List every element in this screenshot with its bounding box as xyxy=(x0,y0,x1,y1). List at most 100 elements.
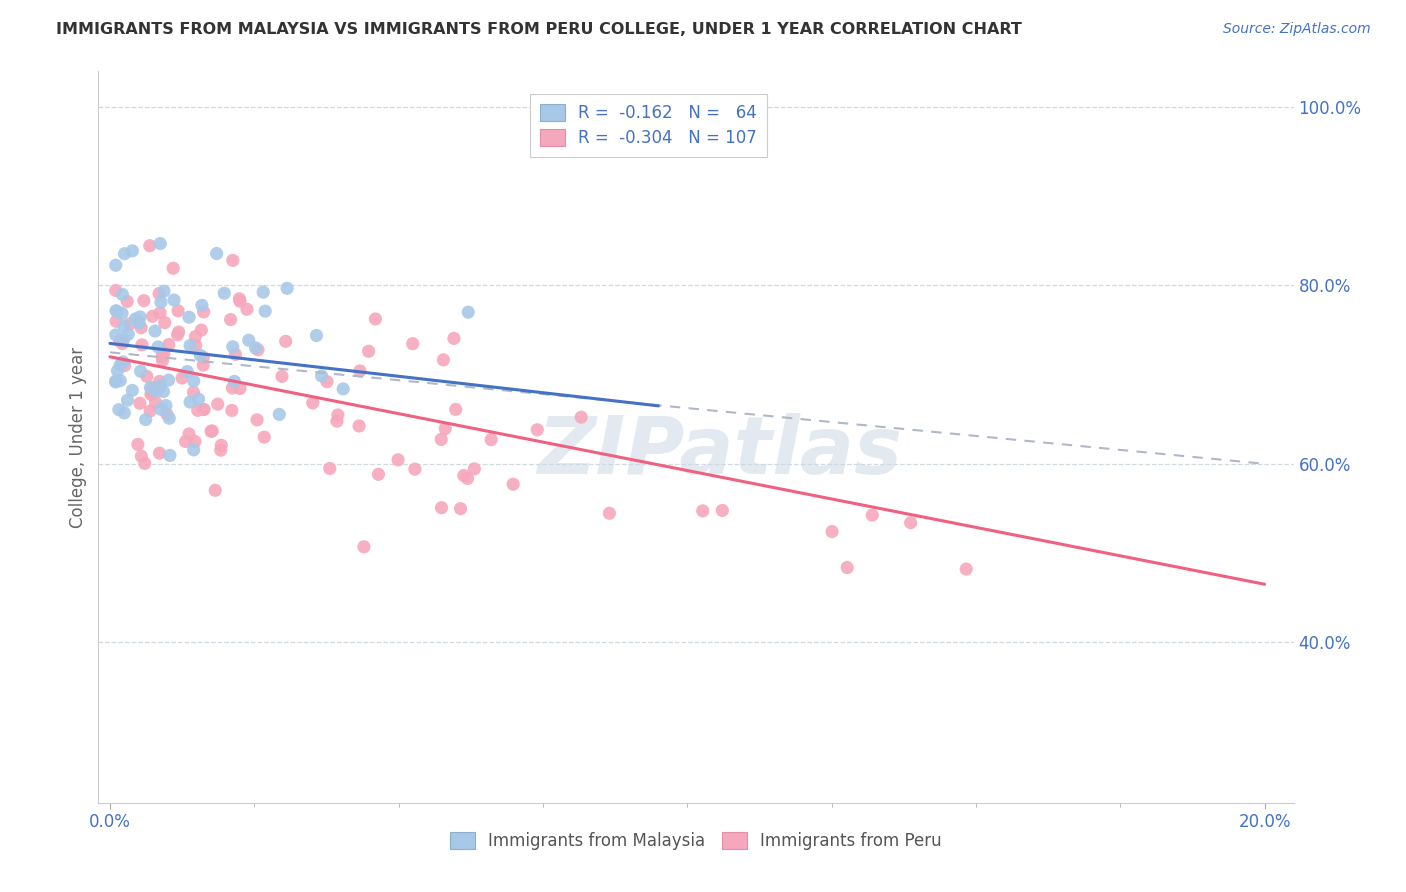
Point xyxy=(184,338,207,352)
Point xyxy=(162,261,184,276)
Point xyxy=(238,333,260,347)
Point xyxy=(108,334,131,349)
Point xyxy=(114,246,136,260)
Point xyxy=(349,364,371,378)
Point xyxy=(276,281,298,295)
Point xyxy=(955,562,977,576)
Point xyxy=(326,408,349,422)
Point xyxy=(157,373,180,387)
Point xyxy=(222,253,245,268)
Point xyxy=(153,284,176,298)
Point xyxy=(183,374,205,388)
Point xyxy=(219,312,242,326)
Point xyxy=(167,303,190,318)
Point xyxy=(246,343,269,357)
Point xyxy=(326,414,349,428)
Point xyxy=(157,411,180,425)
Point xyxy=(236,302,259,317)
Point xyxy=(149,375,172,389)
Point xyxy=(193,402,215,417)
Point xyxy=(150,402,173,417)
Point xyxy=(224,347,246,361)
Point xyxy=(190,348,212,362)
Point xyxy=(229,382,252,396)
Point xyxy=(205,246,228,260)
Point xyxy=(142,381,165,395)
Point xyxy=(176,365,198,379)
Point xyxy=(104,258,127,272)
Point xyxy=(191,298,214,312)
Point xyxy=(209,438,232,452)
Text: IMMIGRANTS FROM MALAYSIA VS IMMIGRANTS FROM PERU COLLEGE, UNDER 1 YEAR CORRELATI: IMMIGRANTS FROM MALAYSIA VS IMMIGRANTS F… xyxy=(56,22,1022,37)
Point xyxy=(252,285,274,300)
Point xyxy=(190,323,212,337)
Point xyxy=(201,424,224,438)
Point xyxy=(110,358,132,372)
Point xyxy=(183,385,205,400)
Point xyxy=(228,292,250,306)
Point xyxy=(357,344,380,359)
Point xyxy=(316,375,339,389)
Point xyxy=(148,446,170,460)
Point xyxy=(141,310,163,324)
Point xyxy=(135,369,157,384)
Point xyxy=(117,327,139,342)
Point xyxy=(143,381,166,395)
Point xyxy=(404,462,426,476)
Point xyxy=(253,430,276,444)
Point xyxy=(167,325,190,339)
Point xyxy=(111,287,134,301)
Point xyxy=(502,477,524,491)
Point xyxy=(152,353,174,368)
Point xyxy=(204,483,226,498)
Point xyxy=(143,324,166,338)
Text: Source: ZipAtlas.com: Source: ZipAtlas.com xyxy=(1223,22,1371,37)
Point xyxy=(274,334,297,349)
Point xyxy=(187,392,209,406)
Point xyxy=(149,236,172,251)
Point xyxy=(146,340,169,354)
Point xyxy=(457,305,479,319)
Point xyxy=(569,410,592,425)
Point xyxy=(105,304,128,318)
Point xyxy=(145,384,167,399)
Point xyxy=(121,384,143,398)
Point xyxy=(479,433,502,447)
Point xyxy=(134,456,156,470)
Point xyxy=(387,452,409,467)
Point xyxy=(131,449,153,463)
Point xyxy=(118,317,141,331)
Point xyxy=(104,375,127,389)
Point xyxy=(444,402,467,417)
Point xyxy=(207,397,229,411)
Point xyxy=(193,358,215,372)
Point xyxy=(450,501,472,516)
Point xyxy=(453,468,475,483)
Point xyxy=(174,434,197,449)
Point xyxy=(301,396,323,410)
Point xyxy=(145,395,167,409)
Point xyxy=(115,294,138,309)
Point xyxy=(139,404,162,418)
Point xyxy=(104,327,127,342)
Point xyxy=(150,350,173,364)
Point xyxy=(177,427,200,442)
Point xyxy=(139,387,162,401)
Point xyxy=(430,433,453,447)
Point xyxy=(332,382,354,396)
Point xyxy=(111,336,134,351)
Point xyxy=(117,393,139,408)
Point xyxy=(187,403,209,417)
Point xyxy=(193,402,215,417)
Point xyxy=(402,336,425,351)
Point xyxy=(311,368,333,383)
Point xyxy=(128,396,150,410)
Y-axis label: College, Under 1 year: College, Under 1 year xyxy=(69,346,87,528)
Point xyxy=(430,500,453,515)
Point xyxy=(179,338,201,352)
Point xyxy=(132,293,155,308)
Point xyxy=(692,504,714,518)
Point xyxy=(434,422,457,436)
Point xyxy=(163,293,186,307)
Point xyxy=(347,419,370,434)
